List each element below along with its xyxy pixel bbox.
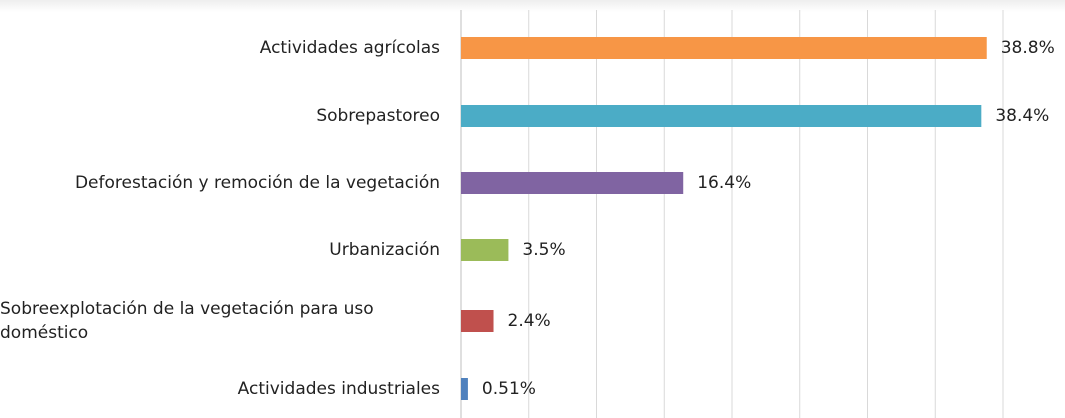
category-text: Sobreexplotación de la vegetación para u… [0, 299, 374, 343]
bar [461, 105, 982, 127]
category-label: Sobrepastoreo [0, 104, 440, 128]
bar [461, 239, 509, 261]
bar [461, 310, 494, 332]
value-label: 38.8% [1000, 38, 1055, 58]
bar [461, 37, 987, 59]
category-text: Sobrepastoreo [316, 106, 440, 126]
category-label: Actividades industriales [0, 377, 440, 401]
value-label: 3.5% [522, 240, 566, 260]
value-label: 2.4% [507, 311, 551, 331]
category-text: Actividades agrícolas [259, 38, 440, 58]
category-text: Deforestación y remoción de la vegetació… [74, 173, 440, 193]
category-text: Urbanización [329, 240, 440, 260]
category-label: Sobreexplotación de la vegetación para u… [0, 297, 440, 345]
category-label: Urbanización [0, 238, 440, 262]
category-text: Actividades industriales [237, 379, 440, 399]
category-label: Deforestación y remoción de la vegetació… [0, 171, 440, 195]
value-label: 38.4% [995, 106, 1050, 126]
value-label: 16.4% [697, 173, 752, 193]
category-label: Actividades agrícolas [0, 36, 440, 60]
bar [461, 378, 468, 400]
value-label: 0.51% [481, 379, 536, 399]
bar [461, 172, 684, 194]
